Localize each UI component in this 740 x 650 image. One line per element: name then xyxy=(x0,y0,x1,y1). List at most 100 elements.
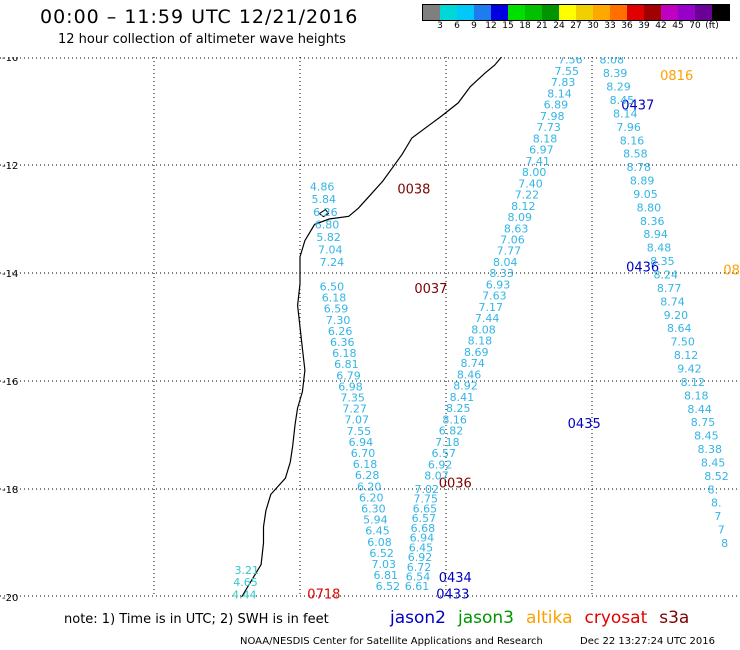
wave-height-value: 6.52 xyxy=(369,547,394,560)
color-swatch xyxy=(457,5,474,20)
wave-height-value: 6.82 xyxy=(439,425,464,438)
wave-height-value: 8.94 xyxy=(643,228,668,241)
wave-height-value: 6.26 xyxy=(328,325,353,338)
color-swatch xyxy=(593,5,610,20)
wave-height-value: 4.44 xyxy=(232,588,256,601)
pass-time-label: 0435 xyxy=(568,417,601,432)
latitude-label: -20 xyxy=(2,593,18,602)
wave-height-value: 8.07 xyxy=(424,470,449,483)
wave-height-value: 9.42 xyxy=(677,362,702,375)
wave-height-value: 7.35 xyxy=(340,392,365,405)
wave-height-value: 8.52 xyxy=(704,470,729,483)
color-scale-tick-label: 12 xyxy=(485,21,497,31)
color-swatch xyxy=(695,5,712,20)
wave-height-value: 8 xyxy=(721,537,728,550)
wave-height-value: 6.98 xyxy=(338,380,363,393)
page-subtitle: 12 hour collection of altimeter wave hei… xyxy=(58,32,346,47)
wave-height-value: 6.93 xyxy=(486,278,511,291)
wave-height-value: 7.96 xyxy=(616,121,641,134)
wave-height-value: 6.57 xyxy=(432,447,457,460)
pass-time-label: 0036 xyxy=(439,477,472,492)
wave-height-value: 7.41 xyxy=(526,155,551,168)
wave-height-value: 8.04 xyxy=(493,256,518,269)
wave-height-value: 3.21 xyxy=(234,564,259,577)
wave-height-value: 7.75 xyxy=(414,493,439,506)
latitude-label: -18 xyxy=(2,485,18,496)
wave-height-value: 6.36 xyxy=(330,336,355,349)
pass-time-label: 0816 xyxy=(660,69,693,84)
wave-height-value: 8.58 xyxy=(623,148,648,161)
color-swatch xyxy=(508,5,525,20)
color-swatch xyxy=(627,5,644,20)
wave-height-value: 8.12 xyxy=(511,200,536,213)
wave-height-value: 6.50 xyxy=(320,281,345,294)
wave-height-value: 7.55 xyxy=(347,425,372,438)
credit-line: NOAA/NESDIS Center for Satellite Applica… xyxy=(240,636,543,647)
pass-time-label: 0433 xyxy=(436,587,469,602)
color-scale-tick-label: 24 xyxy=(553,21,565,31)
pass-time-label: 0815 xyxy=(723,263,740,278)
wave-height-value: 6.18 xyxy=(353,458,378,471)
legend-item-jason3: jason3 xyxy=(458,608,514,628)
color-scale-tick-label: 30 xyxy=(587,21,599,31)
wave-height-value: 4.86 xyxy=(310,181,335,194)
wave-height-value: 7.44 xyxy=(475,312,500,325)
color-swatch xyxy=(576,5,593,20)
wave-height-value: 8.24 xyxy=(654,269,679,282)
pass-time-label: 0437 xyxy=(621,99,654,114)
wave-height-value: 7.07 xyxy=(345,414,370,427)
wave-height-value: 6.18 xyxy=(322,292,347,305)
wave-height-value: 8.89 xyxy=(630,175,655,188)
wave-height-value: 6.92 xyxy=(408,551,433,564)
wave-height-value: 7 xyxy=(714,510,721,523)
color-swatch xyxy=(678,5,695,20)
wave-height-value: 5.82 xyxy=(316,231,341,244)
wave-height-value: 8.08 xyxy=(599,57,624,67)
wave-height-value: 8.77 xyxy=(657,282,682,295)
wave-height-value: 8.46 xyxy=(457,368,482,381)
color-swatch xyxy=(525,5,542,20)
wave-height-value: 6.81 xyxy=(374,569,399,582)
color-swatch xyxy=(423,5,440,20)
color-swatch xyxy=(644,5,661,20)
wave-height-value: 8.74 xyxy=(660,295,685,308)
wave-height-value: 6.20 xyxy=(357,480,382,493)
wave-height-value: 6.08 xyxy=(367,536,392,549)
wave-height-value: 8.12 xyxy=(674,349,699,362)
timestamp: Dec 22 13:27:24 UTC 2016 xyxy=(580,636,715,647)
wave-height-value: 8.33 xyxy=(489,267,513,280)
wave-height-value: 6.94 xyxy=(349,436,374,449)
color-scale-tick-label: 33 xyxy=(604,21,616,31)
wave-height-value: 9.20 xyxy=(664,309,689,322)
wave-height-value: 8.09 xyxy=(507,211,531,224)
wave-height-value: 6.26 xyxy=(313,206,338,219)
wave-height-value: 6.45 xyxy=(409,541,434,554)
wave-height-value: 8.74 xyxy=(460,357,485,370)
wave-height-value: 7.22 xyxy=(515,189,540,202)
color-scale-tick-label: 27 xyxy=(570,21,582,31)
wave-height-value: 8.16 xyxy=(442,413,467,426)
color-swatch xyxy=(712,5,729,20)
wave-height-value: 6.89 xyxy=(544,99,569,112)
wave-height-value: 8.36 xyxy=(640,215,665,228)
wave-height-value: 8.18 xyxy=(468,335,493,348)
wave-height-value: 8.35 xyxy=(650,255,675,268)
wave-height-value: 7.04 xyxy=(318,244,343,257)
color-swatch xyxy=(474,5,491,20)
wave-height-value: 7.24 xyxy=(320,256,345,269)
wave-height-value: 8.18 xyxy=(684,389,709,402)
color-swatch xyxy=(610,5,627,20)
wave-height-value: 6.81 xyxy=(334,358,359,371)
wave-height-value: 6.18 xyxy=(332,347,357,360)
wave-height-value: 7.40 xyxy=(518,177,543,190)
wave-height-value: 6.79 xyxy=(336,369,361,382)
wave-height-value: 6.52 xyxy=(376,580,401,593)
wave-height-value: 8.18 xyxy=(533,132,558,145)
wave-height-value: 6.61 xyxy=(405,580,430,593)
wave-height-value: 8.63 xyxy=(504,222,529,235)
units-note: note: 1) Time is in UTC; 2) SWH is in fe… xyxy=(64,612,329,627)
wave-height-value: 8.75 xyxy=(691,416,716,429)
wave-height-value: 6.92 xyxy=(428,458,453,471)
color-scale-tick-label: 3 xyxy=(437,21,443,31)
wave-height-value: 8.64 xyxy=(667,322,692,335)
